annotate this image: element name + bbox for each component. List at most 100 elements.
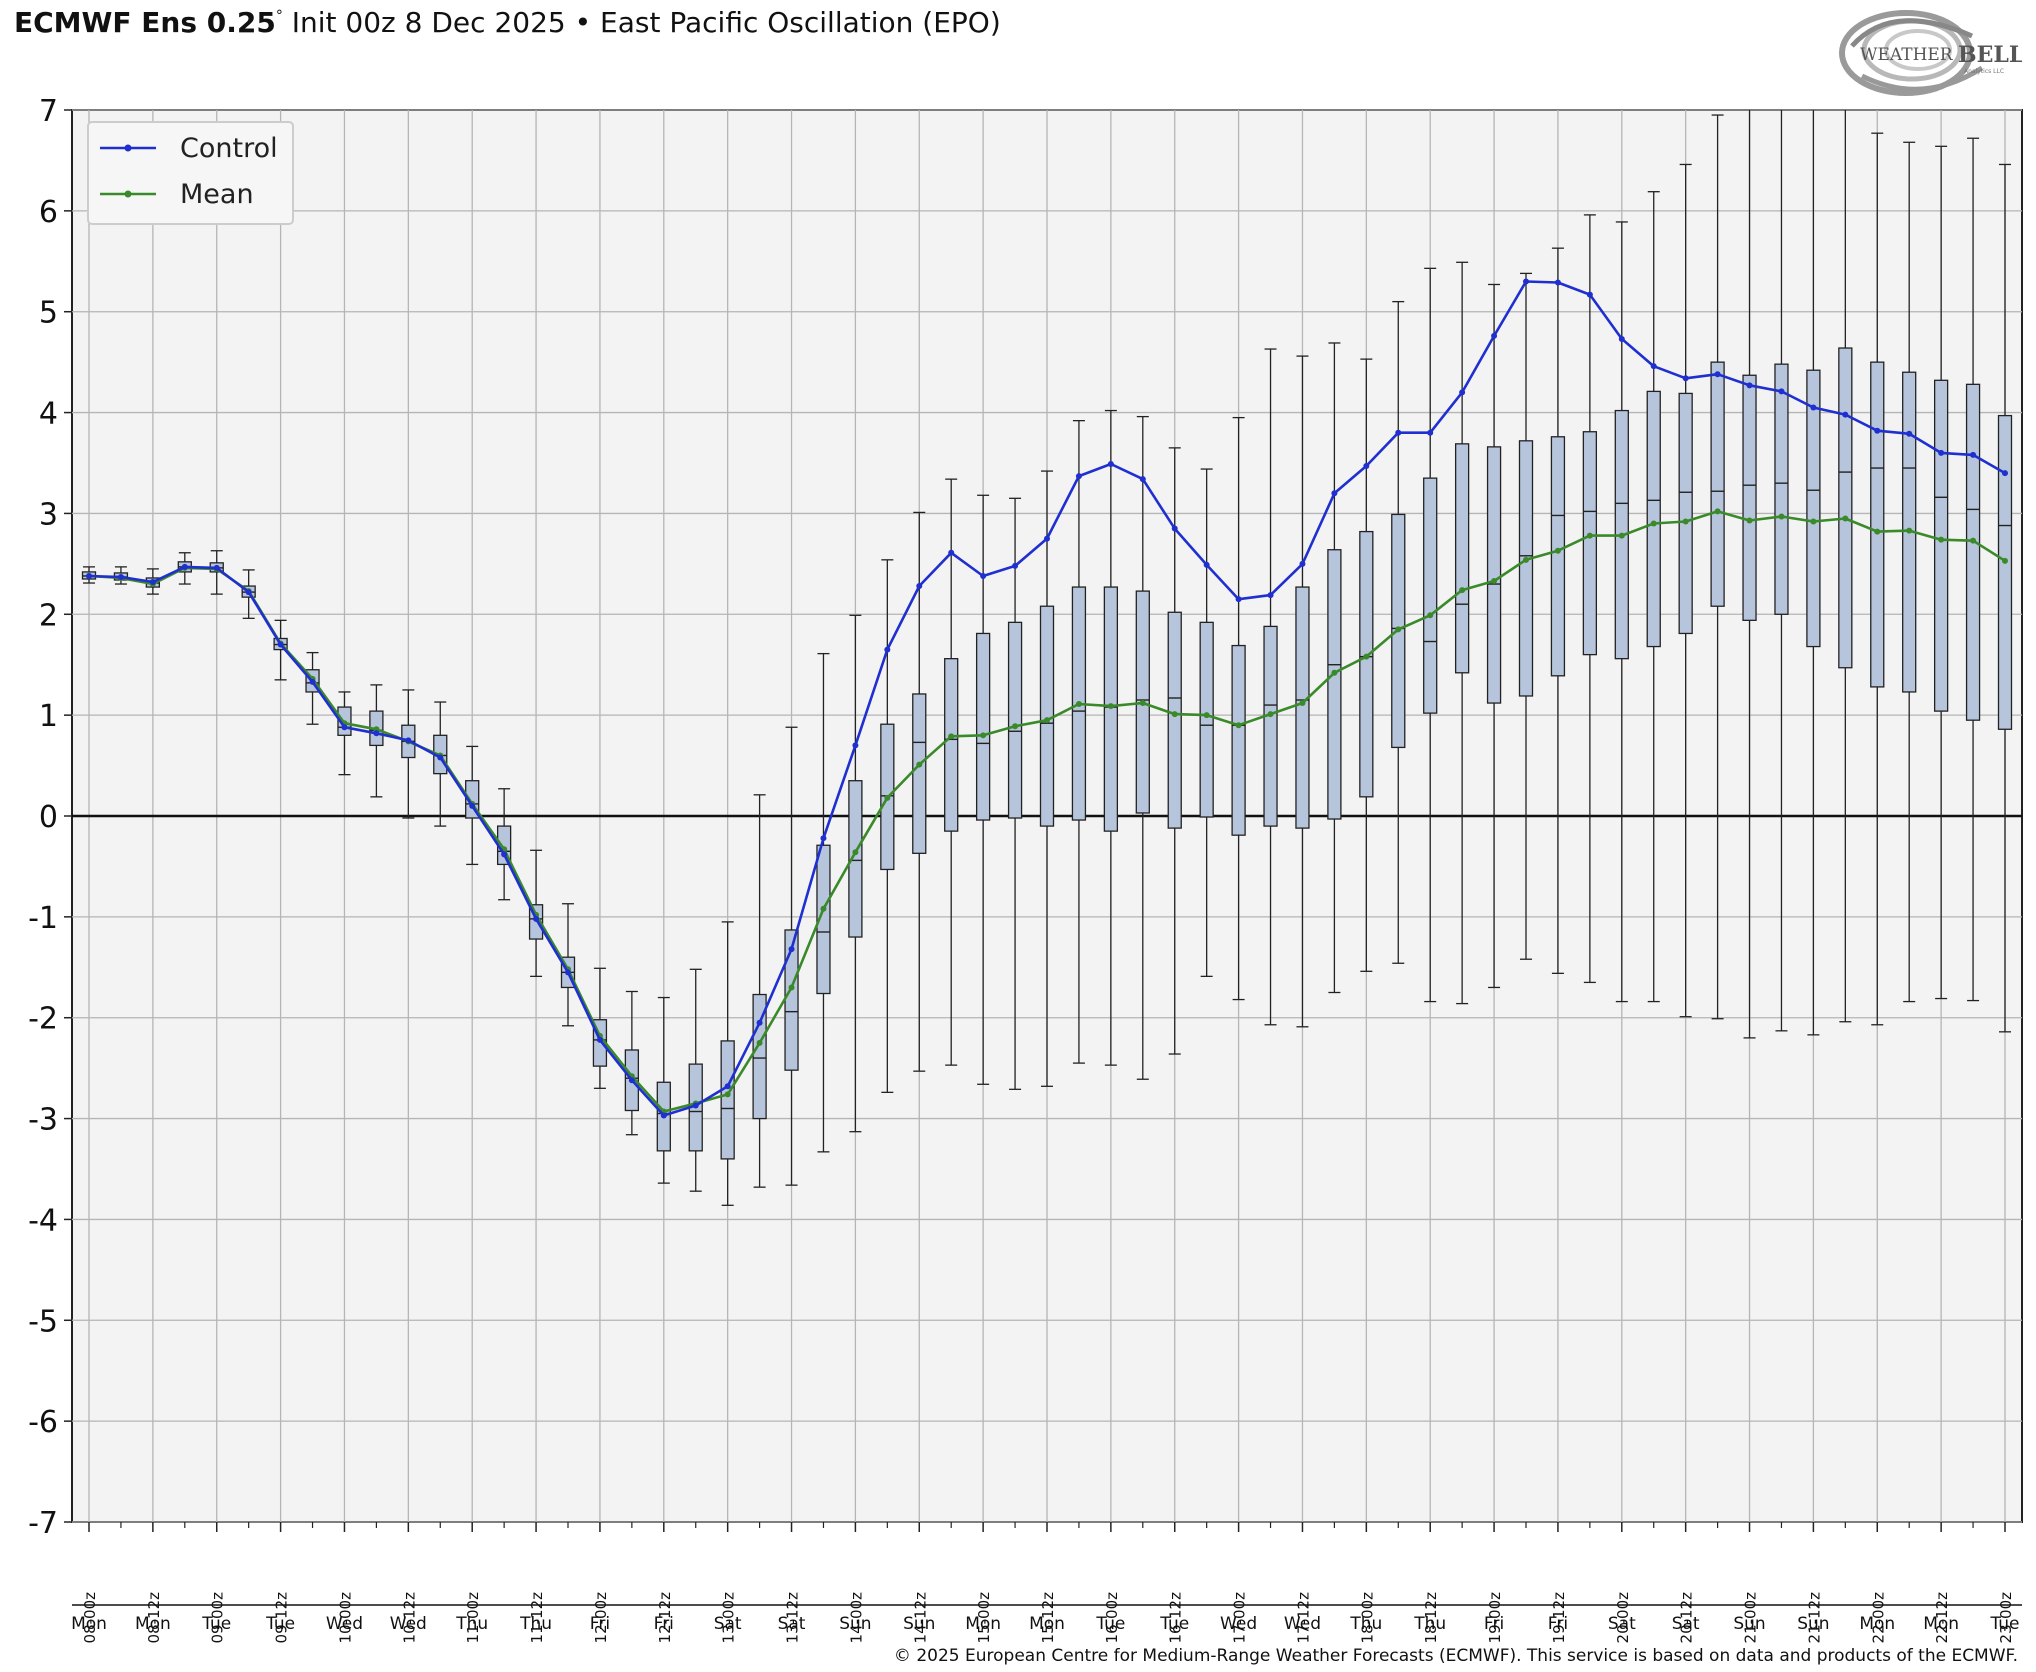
- x-day-label: Tue: [1159, 1614, 1189, 1634]
- series-point-mean: [1427, 612, 1434, 619]
- x-day-label: Thu: [1349, 1614, 1382, 1634]
- series-point-control: [1299, 560, 1306, 567]
- series-point-control: [1586, 291, 1593, 298]
- series-lines: [86, 278, 2008, 1119]
- series-point-mean: [1299, 700, 1306, 707]
- series-point-mean: [2002, 557, 2008, 564]
- series-point-control: [117, 573, 124, 580]
- series-point-control: [405, 737, 412, 744]
- y-tick-label: -2: [28, 1002, 58, 1037]
- legend-mean-label: Mean: [180, 179, 254, 210]
- iqr-box: [1997, 414, 2013, 730]
- iqr-box: [1838, 347, 1853, 669]
- x-day-label: Wed: [326, 1614, 363, 1634]
- series-point-control: [1618, 335, 1625, 342]
- weatherbell-logo: WEATHER BELL Analytics LLC: [1839, 10, 2022, 96]
- chart-header: ECMWF Ens 0.25° Init 00z 8 Dec 2025 • Ea…: [14, 6, 1001, 46]
- y-tick-label: -6: [28, 1405, 58, 1440]
- iqr-box: [1710, 361, 1725, 607]
- x-day-label: Sun: [839, 1614, 871, 1634]
- series-point-control: [149, 579, 156, 586]
- series-point-control: [277, 641, 284, 648]
- x-day-label: Sun: [903, 1614, 935, 1634]
- logo-text-bell: BELL: [1958, 42, 2022, 68]
- iqr-box: [1167, 611, 1182, 829]
- iqr-box: [1965, 383, 1981, 721]
- series-point-control: [1235, 596, 1242, 603]
- degree-symbol: °: [275, 8, 283, 24]
- iqr-box: [720, 1040, 735, 1160]
- series-point-control: [309, 678, 316, 685]
- series-point-control: [948, 549, 955, 556]
- model-name: ECMWF Ens 0.25: [14, 6, 276, 39]
- x-day-label: Tue: [201, 1614, 231, 1634]
- series-point-control: [1554, 279, 1561, 286]
- x-day-label: Wed: [1220, 1614, 1257, 1634]
- x-day-label: Wed: [1284, 1614, 1321, 1634]
- iqr-box: [1678, 392, 1693, 635]
- series-point-control: [181, 563, 188, 570]
- series-point-mean: [1554, 547, 1561, 554]
- series-point-control: [437, 754, 444, 761]
- series-point-mean: [820, 905, 827, 912]
- y-tick-label: 0: [39, 800, 58, 835]
- series-point-mean: [1235, 722, 1242, 729]
- series-point-mean: [1778, 513, 1785, 520]
- y-tick-label: -1: [28, 901, 58, 936]
- iqr-box: [1774, 363, 1789, 615]
- series-point-control: [884, 646, 891, 653]
- copyright-footer: © 2025 European Centre for Medium-Range …: [893, 1646, 2018, 1666]
- series-point-mean: [1139, 700, 1146, 707]
- legend-mean-marker: [124, 190, 132, 198]
- x-day-label: Thu: [1413, 1614, 1446, 1634]
- x-day-label: Fri: [654, 1614, 674, 1634]
- x-day-label: Fri: [1484, 1614, 1504, 1634]
- series-point-mean: [1171, 711, 1178, 718]
- series-point-control: [1874, 427, 1881, 434]
- series-point-control: [1107, 461, 1114, 468]
- x-day-label: Thu: [519, 1614, 552, 1634]
- separator-dot: •: [574, 6, 592, 39]
- series-point-control: [628, 1077, 635, 1084]
- series-point-control: [1714, 371, 1721, 378]
- iqr-box: [1359, 530, 1374, 798]
- series-point-control: [373, 730, 380, 737]
- y-tick-label: -3: [28, 1103, 58, 1138]
- series-point-control: [916, 583, 923, 590]
- series-point-mean: [1906, 527, 1913, 534]
- series-point-mean: [1810, 518, 1817, 525]
- series-point-control: [1842, 411, 1849, 418]
- iqr-box: [816, 844, 831, 995]
- series-point-mean: [1746, 517, 1753, 524]
- series-point-control: [788, 946, 795, 953]
- series-point-mean: [1044, 717, 1050, 724]
- series-point-control: [660, 1112, 667, 1119]
- logo-subtext: Analytics LLC: [1964, 68, 2004, 75]
- series-point-mean: [980, 732, 987, 739]
- x-day-label: Mon: [1859, 1614, 1895, 1634]
- x-day-label: Sun: [1733, 1614, 1765, 1634]
- series-point-mean: [1523, 556, 1529, 563]
- x-day-label: Fri: [1548, 1614, 1568, 1634]
- y-tick-label: 5: [39, 296, 58, 331]
- iqr-box: [1295, 586, 1310, 829]
- series-point-control: [213, 564, 220, 571]
- series-point-mean: [1012, 723, 1019, 730]
- series-point-control: [1459, 389, 1466, 396]
- series-point-mean: [948, 733, 955, 740]
- iqr-box: [1870, 361, 1885, 688]
- iqr-box: [1933, 379, 1949, 712]
- series-point-control: [596, 1036, 603, 1043]
- series-point-mean: [1491, 578, 1498, 585]
- series-point-mean: [1363, 653, 1370, 660]
- series-point-control: [1075, 473, 1082, 480]
- x-day-label: Mon: [965, 1614, 1001, 1634]
- series-point-control: [1491, 332, 1498, 339]
- x-day-label: Sun: [1797, 1614, 1829, 1634]
- series-point-control: [2002, 470, 2008, 477]
- series-point-control: [1650, 363, 1657, 370]
- series-point-mean: [916, 761, 923, 768]
- y-tick-label: 4: [39, 397, 58, 432]
- x-day-label: Tue: [1095, 1614, 1125, 1634]
